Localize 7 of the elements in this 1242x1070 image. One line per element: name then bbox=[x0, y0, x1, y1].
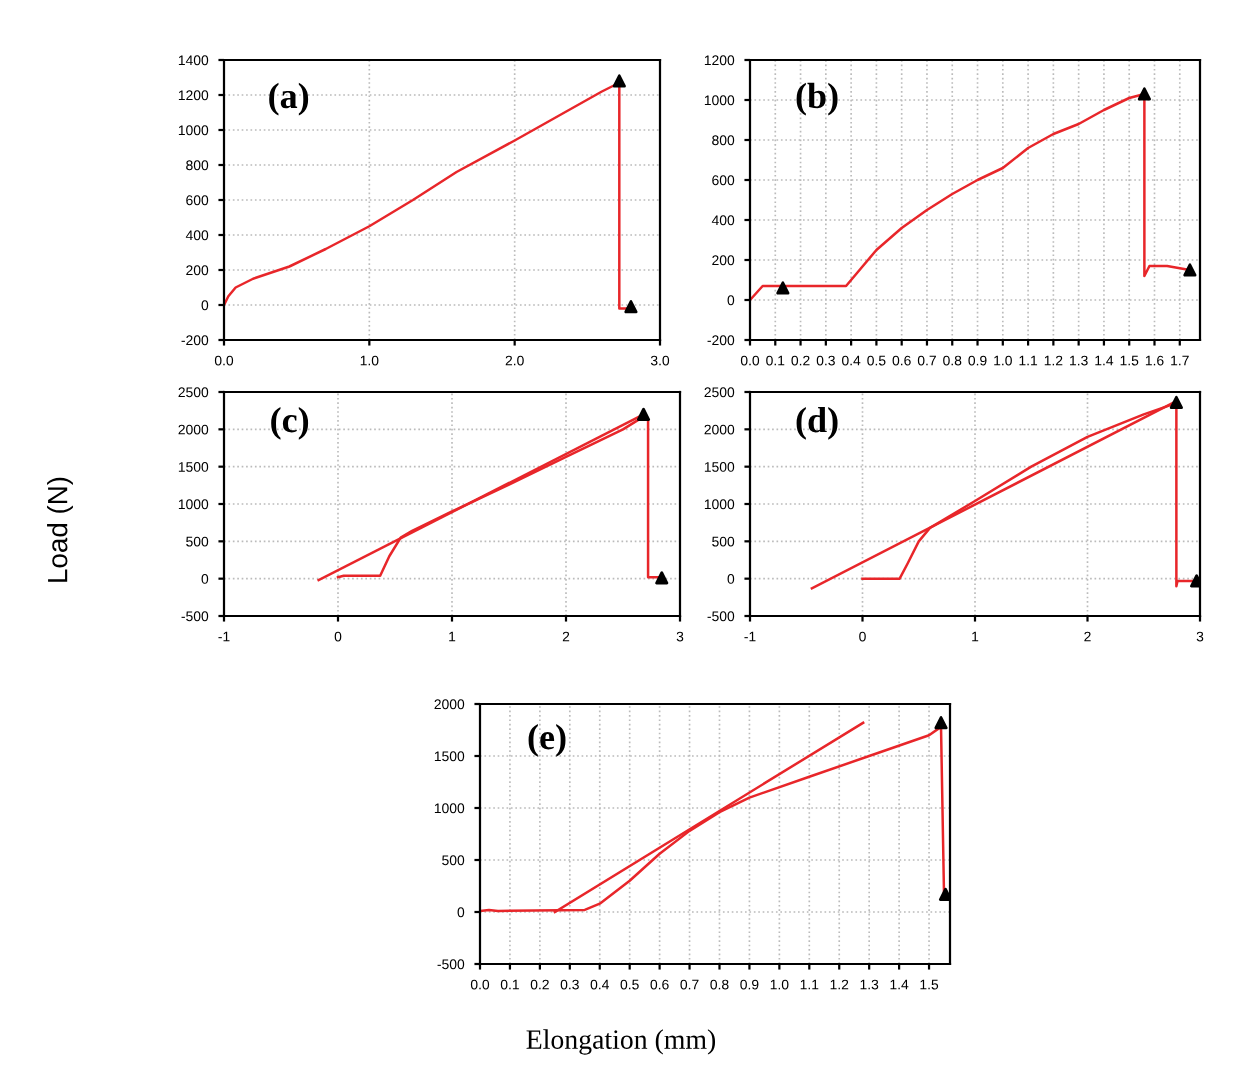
annotation: (e) bbox=[528, 724, 566, 757]
y-axis-title: Load (N) bbox=[47, 477, 73, 582]
annotation: (b) bbox=[796, 82, 838, 116]
annotation: (d) bbox=[796, 406, 838, 440]
annotation: (a) bbox=[269, 82, 309, 116]
x-axis-title: Elongation (mm) bbox=[526, 1029, 716, 1055]
annotation: (c) bbox=[271, 406, 309, 440]
